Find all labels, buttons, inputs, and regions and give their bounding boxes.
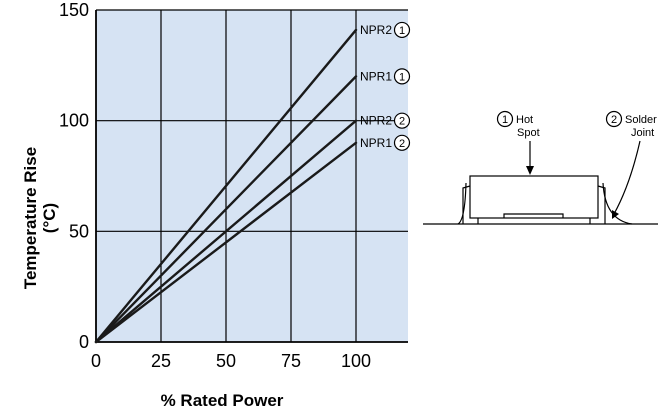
y-tick-label: 150 <box>59 0 89 20</box>
y-axis-unit-label: (°C) <box>40 203 59 233</box>
hot-spot-marker-circle <box>496 110 514 128</box>
solder-joint-label-line2: Joint <box>631 127 654 139</box>
solder-joint-marker-number: 2 <box>611 114 617 126</box>
series-marker-number: 1 <box>399 25 405 37</box>
y-tick-labels: 0 50 100 150 <box>59 0 89 352</box>
x-tick-label: 25 <box>151 351 171 371</box>
solder-joint-arrowhead <box>612 210 619 219</box>
left-solder-fillet <box>457 182 467 225</box>
y-tick-label: 0 <box>79 332 89 352</box>
hot-spot-label-line2: Spot <box>517 127 540 139</box>
solder-joint-arrow <box>613 140 641 215</box>
x-tick-label: 50 <box>216 351 236 371</box>
x-tick-labels: 0 25 50 75 100 <box>91 351 371 371</box>
x-tick-label: 75 <box>281 351 301 371</box>
resistor-cross-section-diagram: 1 Hot Spot 2 Solder Joint <box>423 110 658 225</box>
solder-joint-marker-circle <box>605 110 623 128</box>
hot-spot-marker-number: 1 <box>502 114 508 126</box>
series-label: NPR1 1 <box>360 68 411 85</box>
hot-spot-label-line1: Hot <box>516 114 533 126</box>
x-tick-label: 100 <box>341 351 371 371</box>
series-label: NPR2 1 <box>360 21 411 39</box>
series-line <box>94 119 358 344</box>
series-labels: NPR2 1 NPR1 1 NPR2 2 NPR1 2 <box>360 21 411 151</box>
x-axis-label: % Rated Power <box>161 391 284 410</box>
x-tick-label: 0 <box>91 351 101 371</box>
solder-joint-label-line1: Solder <box>625 114 657 126</box>
series-marker-circle <box>393 21 411 39</box>
plot-area <box>96 10 408 342</box>
series-lines <box>94 28 358 344</box>
series-marker-number: 2 <box>399 116 405 128</box>
y-tick-label: 100 <box>59 111 89 131</box>
y-tick-label: 50 <box>69 221 89 241</box>
series-line <box>94 75 358 344</box>
series-line <box>94 28 358 344</box>
y-axis-label-group: Temperature Rise (°C) <box>21 147 59 289</box>
series-label-name: NPR2 <box>360 114 392 128</box>
hot-spot-callout: 1 Hot Spot <box>496 110 540 175</box>
axes <box>95 10 408 343</box>
series-label: NPR2 2 <box>360 112 411 129</box>
series-marker-circle <box>393 134 411 151</box>
series-marker-number: 2 <box>399 138 405 150</box>
component-inner-element <box>503 213 564 218</box>
series-marker-circle <box>393 112 411 129</box>
component-drawing <box>423 175 658 225</box>
series-label-name: NPR1 <box>360 69 392 83</box>
series-label: NPR1 2 <box>360 134 411 151</box>
y-axis-label: Temperature Rise <box>21 147 40 289</box>
component-top-body <box>469 175 599 219</box>
series-label-name: NPR2 <box>360 23 392 37</box>
series-line <box>94 141 358 344</box>
hot-spot-arrowhead <box>526 166 534 175</box>
series-label-name: NPR1 <box>360 136 392 150</box>
right-solder-fillet <box>602 182 633 225</box>
series-marker-number: 1 <box>399 71 405 83</box>
series-marker-circle <box>393 68 411 85</box>
solder-joint-callout: 2 Solder Joint <box>605 110 657 219</box>
